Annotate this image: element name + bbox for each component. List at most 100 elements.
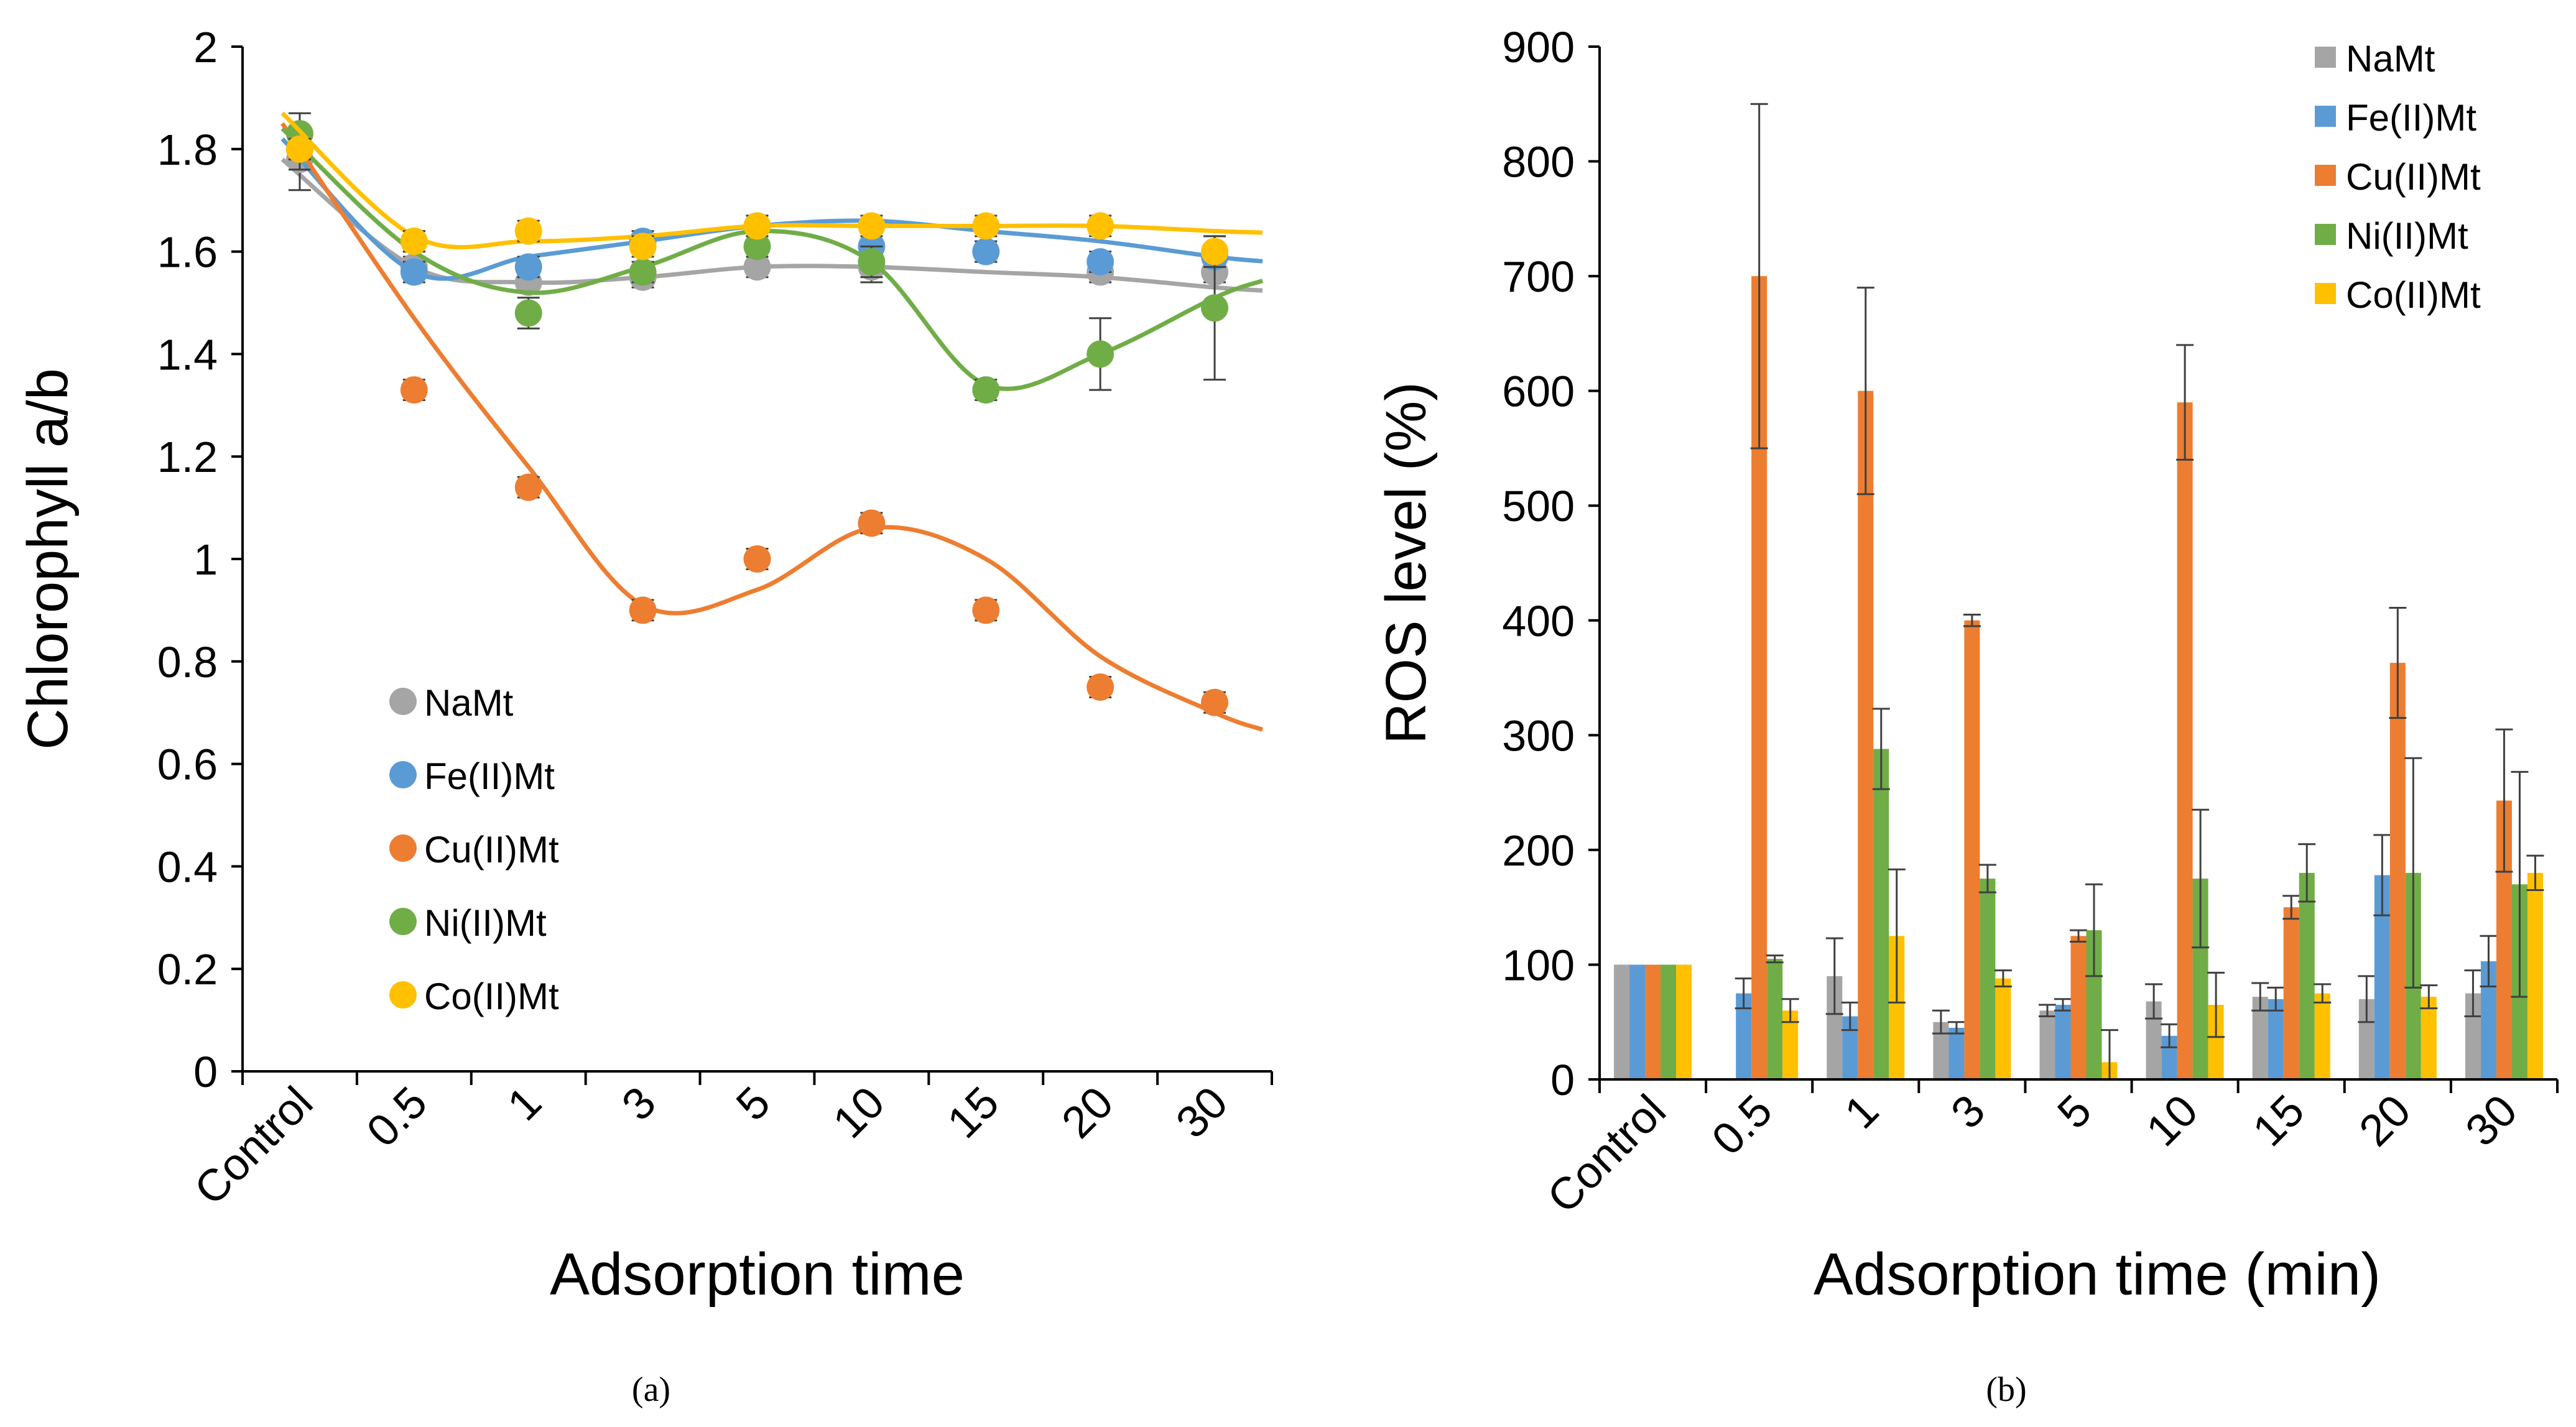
- data-point: [629, 233, 657, 261]
- series-coiimt: [280, 111, 1263, 268]
- bar: [2421, 997, 2437, 1079]
- data-point: [514, 253, 542, 281]
- y-tick-label: 1.8: [157, 126, 218, 174]
- x-tick-label: 15: [2243, 1086, 2314, 1156]
- y-tick-label: 1.4: [157, 330, 218, 379]
- bar: [1873, 749, 1889, 1079]
- panel-label-a: (a): [632, 1370, 670, 1409]
- series-feiimt: [1629, 834, 2498, 1079]
- bar: [2314, 993, 2330, 1079]
- legend-marker: [389, 688, 417, 715]
- y-tick-label: 600: [1502, 367, 1575, 416]
- series-cuiimt: [1645, 103, 2513, 1080]
- data-point: [514, 217, 542, 245]
- y-tick-label: 300: [1502, 711, 1575, 760]
- legend-label: Ni(II)Mt: [424, 902, 547, 944]
- x-tick-label: Control: [1538, 1086, 1675, 1223]
- x-axis-title: Adsorption time: [550, 1241, 965, 1308]
- y-tick-label: 1.6: [157, 228, 218, 277]
- bar: [1767, 959, 1783, 1079]
- data-point: [400, 228, 428, 256]
- data-point: [972, 212, 1000, 240]
- legend-label: Cu(II)Mt: [424, 829, 559, 871]
- panel-label-b: (b): [1986, 1370, 2026, 1409]
- data-point: [743, 545, 771, 573]
- x-tick-label: 1: [498, 1078, 551, 1130]
- x-tick-label: 5: [2048, 1086, 2101, 1138]
- bar: [2177, 402, 2193, 1079]
- bar: [2527, 872, 2543, 1079]
- bar: [1948, 1027, 1965, 1079]
- data-point: [1086, 212, 1114, 240]
- bar: [1858, 390, 1874, 1079]
- bar: [2039, 1010, 2055, 1079]
- data-point: [858, 509, 886, 537]
- bar: [1995, 978, 2011, 1079]
- data-point: [285, 135, 313, 163]
- trendline: [280, 127, 1264, 391]
- data-point: [858, 212, 886, 240]
- trendline: [280, 111, 1263, 250]
- bar: [1676, 964, 1692, 1079]
- series-niiimt: [280, 112, 1264, 404]
- legend-marker: [389, 908, 417, 935]
- y-tick-label: 2: [193, 23, 218, 72]
- legend-label: NaMt: [424, 682, 514, 724]
- x-tick-label: 5: [727, 1078, 780, 1130]
- data-point: [972, 238, 1000, 266]
- legend-marker: [2315, 283, 2336, 304]
- x-tick-label: 1: [1835, 1086, 1888, 1138]
- data-point: [858, 248, 886, 276]
- x-tick-label: 3: [1942, 1086, 1995, 1138]
- y-tick-label: 200: [1502, 826, 1575, 875]
- data-point: [400, 376, 428, 404]
- data-point: [1086, 248, 1114, 276]
- y-tick-label: 0.8: [157, 638, 218, 686]
- x-tick-label: 0.5: [1703, 1086, 1782, 1165]
- bar: [2389, 663, 2406, 1079]
- series-coiimt: [1676, 854, 2544, 1081]
- y-tick-label: 1.2: [157, 433, 218, 481]
- y-tick-label: 1: [193, 535, 218, 584]
- series-niiimt: [1661, 708, 2529, 1079]
- x-tick-label: 30: [1167, 1078, 1237, 1148]
- trendline: [280, 137, 1263, 281]
- trendline: [280, 122, 1264, 732]
- y-tick-label: 400: [1502, 597, 1575, 645]
- data-point: [972, 596, 1000, 624]
- data-point: [1201, 238, 1229, 266]
- chart-b-ros-level: 0 100 200 300 400 500 600 700 800 900 Control 0.5 1 3…: [1374, 23, 2559, 1308]
- y-tick-label: 0: [193, 1048, 218, 1096]
- bar: [1645, 964, 1661, 1079]
- series-namt: [280, 127, 1263, 297]
- bar: [2070, 936, 2087, 1079]
- data-point: [1086, 673, 1114, 701]
- y-tick-label: 0.4: [157, 843, 218, 891]
- y-tick-label: 800: [1502, 138, 1575, 187]
- legend-label: NaMt: [2346, 38, 2435, 80]
- x-axis-title: Adsorption time (min): [1814, 1241, 2381, 1308]
- series-cuiimt: [280, 122, 1264, 732]
- y-tick-label: 0.6: [157, 741, 218, 789]
- data-point: [514, 473, 542, 501]
- bar: [2268, 999, 2284, 1079]
- bar: [2283, 907, 2299, 1079]
- data-point: [743, 233, 771, 261]
- bar: [2299, 872, 2315, 1079]
- x-tick-label: 10: [823, 1078, 894, 1148]
- bar: [2055, 1005, 2071, 1079]
- legend-label: Fe(II)Mt: [2346, 97, 2476, 139]
- y-tick-label: 0.2: [157, 945, 218, 994]
- y-axis-title: Chlorophyll a/b: [16, 368, 80, 750]
- bar: [1980, 879, 1996, 1079]
- data-point: [1201, 688, 1229, 716]
- x-tick-label: Control: [185, 1078, 323, 1215]
- y-axis-title: ROS level (%): [1374, 382, 1438, 744]
- legend-marker: [2315, 224, 2336, 245]
- x-tick-label: 10: [2137, 1086, 2207, 1156]
- legend-label: Co(II)Mt: [2346, 274, 2481, 316]
- bar: [1661, 964, 1677, 1079]
- legend-marker: [2315, 165, 2336, 186]
- data-point: [629, 258, 657, 286]
